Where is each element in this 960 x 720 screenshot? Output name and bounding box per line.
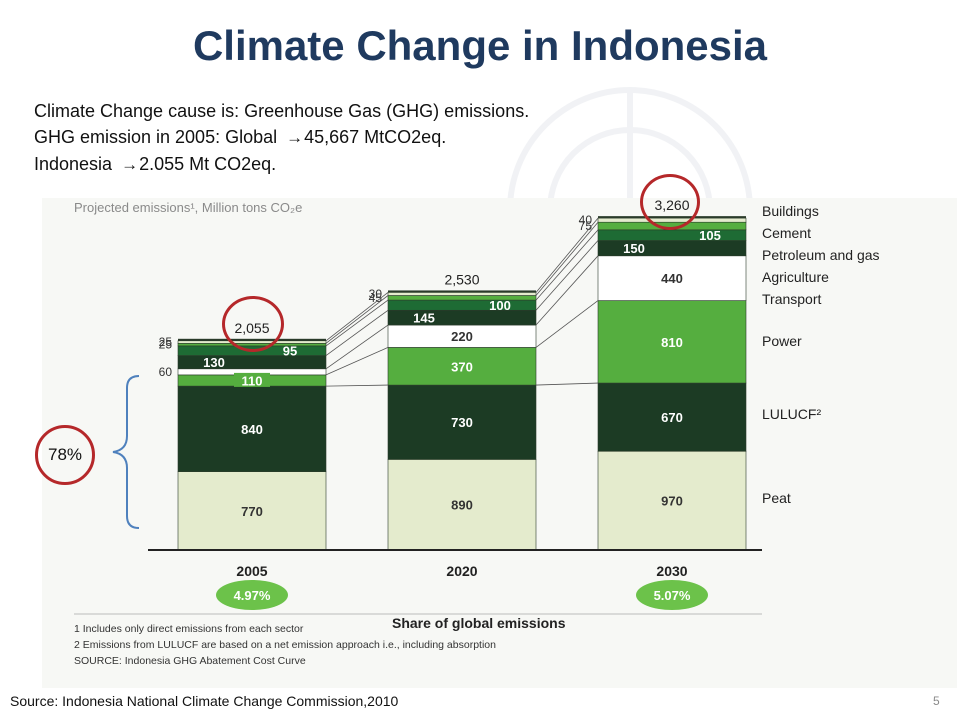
bar-segment [597, 382, 747, 452]
data-label: 810 [661, 335, 683, 350]
connector-line [535, 255, 599, 326]
data-label: 890 [451, 498, 473, 513]
share-badge [216, 580, 288, 610]
share-badge-label: 5.07% [654, 588, 691, 603]
connector-line [535, 240, 599, 311]
emissions-chart: Projected emissions¹, Million tons CO₂e 7… [42, 198, 957, 688]
footnote: 2 Emissions from LULUCF are based on a n… [74, 639, 496, 651]
footnote: SOURCE: Indonesia GHG Abatement Cost Cur… [74, 655, 306, 667]
data-label: 30 [369, 287, 383, 301]
total-label: 2,530 [444, 271, 479, 287]
connector-line [325, 292, 389, 342]
highlight-ring-2030 [640, 174, 700, 230]
legend-item: Buildings [762, 203, 819, 219]
bar-segment [387, 299, 537, 311]
bar-segment [387, 292, 537, 296]
bar-segment [597, 240, 747, 257]
legend-item: Cement [762, 225, 811, 241]
emissions-chart-svg: Projected emissions¹, Million tons CO₂e 7… [74, 198, 880, 667]
bar-segment [387, 309, 537, 326]
data-label: 60 [159, 365, 173, 379]
data-label: 25 [159, 335, 173, 349]
connector-line [535, 382, 599, 386]
intro-text: Climate Change cause is: Greenhouse Gas … [34, 98, 529, 178]
connector-line [325, 295, 389, 344]
data-label: 110 [242, 374, 263, 389]
bar-segment [597, 300, 747, 384]
x-tick-label: 2030 [656, 563, 687, 579]
connector-line [535, 300, 599, 348]
connector-line [325, 324, 389, 370]
data-label-bg [234, 372, 270, 387]
slide-title: Climate Change in Indonesia [192, 22, 768, 69]
share-caption: Share of global emissions [392, 615, 566, 631]
data-label: 150 [623, 241, 645, 256]
connector-line [325, 309, 389, 356]
bar-segment [387, 295, 537, 301]
data-label: 970 [661, 494, 683, 509]
intro-line-cause: Climate Change cause is: Greenhouse Gas … [34, 101, 530, 121]
data-label: 45 [369, 291, 383, 305]
legend-item: Transport [762, 291, 822, 307]
arrow-right-icon: → [121, 155, 139, 174]
data-label: 40 [579, 213, 593, 227]
share-badge-label: 4.97% [234, 588, 271, 603]
data-label: 670 [661, 410, 683, 425]
connector-line [325, 347, 389, 376]
x-tick-label: 2005 [236, 563, 267, 579]
connector-line [535, 221, 599, 296]
bar-segment [597, 450, 747, 551]
chart-title: Projected emissions¹, Million tons CO₂e [74, 200, 302, 215]
bar-segment [177, 471, 327, 551]
intro-global-prefix: GHG emission in 2005: Global [34, 127, 283, 147]
source-note: Source: Indonesia National Climate Chang… [10, 693, 399, 709]
legend-item: LULUCF² [762, 406, 821, 422]
data-label: 730 [451, 415, 473, 430]
legend-item: Agriculture [762, 269, 829, 285]
intro-global-value: 45,667 MtCO2eq. [304, 127, 447, 147]
arrow-right-icon: → [286, 128, 304, 147]
intro-indonesia-prefix: Indonesia [34, 154, 118, 174]
legend-item: Peat [762, 490, 791, 506]
footnote: 1 Includes only direct emissions from ea… [74, 623, 304, 635]
data-label: 840 [241, 422, 263, 437]
share-badge [636, 580, 708, 610]
data-label: 370 [451, 359, 473, 374]
legend-item: Power [762, 333, 802, 349]
connector-line [535, 217, 599, 293]
data-label: 220 [451, 329, 473, 344]
connector-line [325, 384, 389, 387]
percentage-callout: 78% [35, 425, 95, 485]
connector-line [535, 229, 599, 301]
data-label: 145 [413, 311, 435, 326]
intro-indonesia-value: 2.055 Mt CO2eq. [139, 154, 277, 174]
data-label: 770 [241, 504, 263, 519]
page-number: 5 [933, 694, 940, 708]
data-label: 130 [203, 355, 225, 370]
bar-segment [597, 255, 747, 301]
data-label: 25 [159, 338, 173, 352]
intro-line-global: GHG emission in 2005: Global →45,667 MtC… [34, 124, 529, 151]
data-label: 100 [489, 298, 511, 313]
highlight-ring-2005 [222, 296, 284, 352]
data-label: 95 [283, 344, 297, 359]
brace-bracket [112, 375, 140, 529]
bar-segment [387, 384, 537, 460]
x-tick-label: 2020 [446, 563, 477, 579]
bar-segment [177, 355, 327, 370]
bar-cap [388, 290, 536, 293]
bar-segment [597, 229, 747, 241]
connector-line [325, 299, 389, 347]
data-label: 105 [699, 228, 721, 243]
legend-item: Petroleum and gas [762, 247, 880, 263]
data-label: 440 [661, 271, 683, 286]
bar-segment [177, 385, 327, 472]
intro-line-indonesia: Indonesia →2.055 Mt CO2eq. [34, 151, 529, 178]
